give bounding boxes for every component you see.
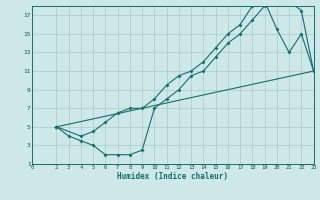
X-axis label: Humidex (Indice chaleur): Humidex (Indice chaleur) bbox=[117, 172, 228, 181]
